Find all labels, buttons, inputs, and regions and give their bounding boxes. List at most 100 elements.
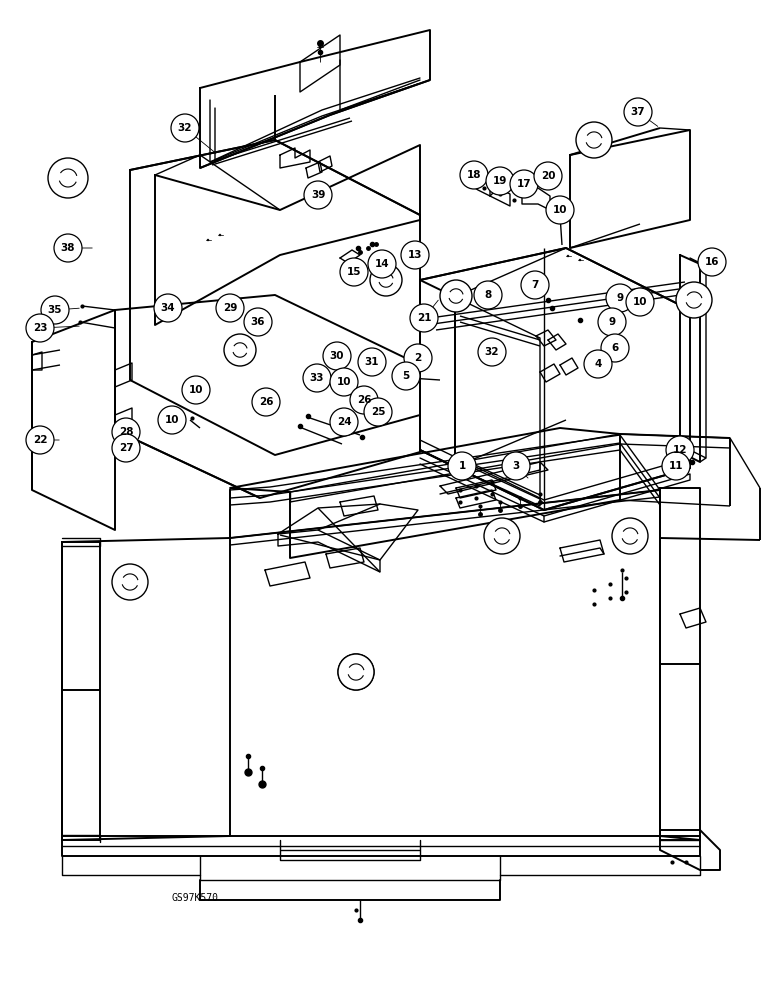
Text: 25: 25 (371, 407, 385, 417)
Text: 26: 26 (357, 395, 371, 405)
Text: 5: 5 (402, 371, 410, 381)
Circle shape (330, 408, 358, 436)
Circle shape (534, 162, 562, 190)
Text: 9: 9 (616, 293, 624, 303)
Circle shape (606, 284, 634, 312)
Circle shape (440, 280, 472, 312)
Circle shape (54, 234, 82, 262)
Text: 10: 10 (164, 415, 179, 425)
Text: 17: 17 (516, 179, 531, 189)
Circle shape (521, 271, 549, 299)
Text: 10: 10 (633, 297, 647, 307)
Text: 29: 29 (223, 303, 237, 313)
Circle shape (112, 564, 148, 600)
Circle shape (579, 259, 581, 261)
Circle shape (662, 452, 690, 480)
Text: 15: 15 (347, 267, 361, 277)
Circle shape (401, 241, 429, 269)
Text: 1: 1 (459, 461, 466, 471)
Circle shape (486, 167, 514, 195)
Circle shape (304, 181, 332, 209)
Text: 10: 10 (553, 205, 567, 215)
Text: 11: 11 (669, 461, 683, 471)
Circle shape (624, 98, 652, 126)
Circle shape (502, 452, 530, 480)
Circle shape (303, 364, 331, 392)
Text: 32: 32 (178, 123, 192, 133)
Circle shape (601, 334, 629, 362)
Circle shape (666, 436, 694, 464)
Circle shape (474, 281, 502, 309)
Circle shape (26, 426, 54, 454)
Circle shape (698, 248, 726, 276)
Text: 38: 38 (61, 243, 75, 253)
Circle shape (448, 452, 476, 480)
Text: 6: 6 (611, 343, 618, 353)
Circle shape (323, 342, 351, 370)
Circle shape (567, 255, 569, 257)
Text: 20: 20 (540, 171, 555, 181)
Text: 37: 37 (631, 107, 645, 117)
Circle shape (478, 338, 506, 366)
Circle shape (26, 314, 54, 342)
Text: 24: 24 (337, 417, 351, 427)
Circle shape (358, 348, 386, 376)
Circle shape (154, 294, 182, 322)
Text: GS97K570: GS97K570 (171, 893, 218, 903)
Text: 19: 19 (493, 176, 507, 186)
Text: 18: 18 (467, 170, 481, 180)
Circle shape (368, 250, 396, 278)
Circle shape (182, 376, 210, 404)
Circle shape (626, 288, 654, 316)
Circle shape (48, 158, 88, 198)
Text: 30: 30 (330, 351, 344, 361)
Circle shape (252, 388, 280, 416)
Circle shape (330, 368, 358, 396)
Circle shape (676, 282, 712, 318)
Text: 39: 39 (311, 190, 325, 200)
Text: 33: 33 (310, 373, 324, 383)
Circle shape (510, 170, 538, 198)
Circle shape (584, 350, 612, 378)
Text: 34: 34 (161, 303, 175, 313)
Text: 21: 21 (417, 313, 432, 323)
Text: 3: 3 (513, 461, 520, 471)
Circle shape (244, 308, 272, 336)
Circle shape (338, 654, 374, 690)
Text: 8: 8 (484, 290, 492, 300)
Circle shape (171, 114, 199, 142)
Circle shape (340, 258, 368, 286)
Text: 10: 10 (188, 385, 203, 395)
Circle shape (410, 304, 438, 332)
Text: 14: 14 (374, 259, 389, 269)
Circle shape (392, 362, 420, 390)
Text: 2: 2 (415, 353, 422, 363)
Circle shape (546, 196, 574, 224)
Text: 12: 12 (672, 445, 687, 455)
Circle shape (319, 46, 321, 48)
Text: 26: 26 (259, 397, 273, 407)
Circle shape (364, 398, 392, 426)
Circle shape (224, 334, 256, 366)
Text: 35: 35 (48, 305, 63, 315)
Circle shape (216, 294, 244, 322)
Circle shape (112, 434, 140, 462)
Circle shape (219, 234, 221, 236)
Text: 9: 9 (608, 317, 615, 327)
Text: 31: 31 (364, 357, 379, 367)
Text: 28: 28 (119, 427, 134, 437)
Circle shape (598, 308, 626, 336)
Text: 16: 16 (705, 257, 720, 267)
Text: 10: 10 (337, 377, 351, 387)
Text: 4: 4 (594, 359, 601, 369)
Circle shape (484, 518, 520, 554)
Text: 23: 23 (32, 323, 47, 333)
Circle shape (460, 161, 488, 189)
Text: 32: 32 (485, 347, 499, 357)
Circle shape (338, 654, 374, 690)
Circle shape (207, 239, 209, 241)
Text: 7: 7 (531, 280, 539, 290)
Circle shape (404, 344, 432, 372)
Circle shape (612, 518, 648, 554)
Circle shape (158, 406, 186, 434)
